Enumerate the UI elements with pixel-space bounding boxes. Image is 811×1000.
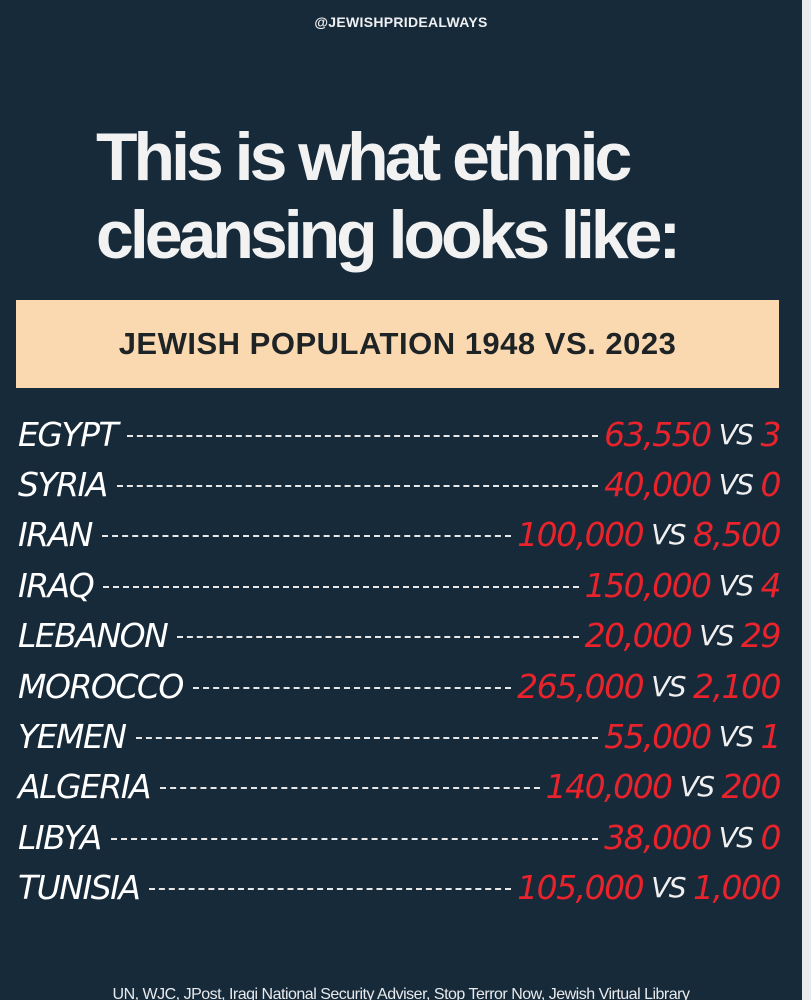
list-item: EGYPT 63,550 VS 3 <box>18 409 782 459</box>
country-name: TUNISIA <box>18 868 141 908</box>
country-name: LEBANON <box>18 616 169 656</box>
population-2023: 3 <box>760 414 782 454</box>
dashed-leader <box>127 434 599 437</box>
dashed-leader <box>160 787 540 790</box>
country-name: IRAN <box>18 515 93 555</box>
list-item: LEBANON 20,000 VS 29 <box>18 611 782 661</box>
dashed-leader <box>192 686 512 689</box>
population-2023: 0 <box>760 465 782 505</box>
headline-line-2: cleansing looks like: <box>96 197 681 273</box>
population-1948: 55,000 <box>604 717 712 757</box>
vs-label: VS <box>718 820 754 854</box>
banner-title: JEWISH POPULATION 1948 VS. 2023 <box>118 326 677 361</box>
dashed-leader <box>101 535 512 538</box>
headline-line-1: This is what ethnic <box>96 119 632 195</box>
population-1948: 150,000 <box>584 565 712 605</box>
dashed-leader <box>103 585 579 588</box>
vs-label: VS <box>718 568 754 602</box>
list-item: LIBYA 38,000 VS 0 <box>18 812 782 862</box>
dashed-leader <box>116 485 599 488</box>
population-2023: 0 <box>760 817 782 857</box>
country-name: YEMEN <box>18 717 127 757</box>
population-1948: 100,000 <box>517 515 644 555</box>
country-name: IRAQ <box>18 565 95 605</box>
list-item: IRAQ 150,000 VS 4 <box>18 560 782 610</box>
population-2023: 1 <box>760 717 782 757</box>
country-name: MOROCCO <box>18 666 184 706</box>
population-1948: 140,000 <box>545 767 673 807</box>
vs-label: VS <box>699 619 734 653</box>
dashed-leader <box>135 737 599 740</box>
title-banner: JEWISH POPULATION 1948 VS. 2023 <box>16 300 779 388</box>
vs-label: VS <box>679 770 715 804</box>
list-item: IRAN 100,000 VS 8,500 <box>18 510 781 560</box>
country-name: ALGERIA <box>18 767 152 807</box>
population-2023: 1,000 <box>693 868 781 908</box>
population-2023: 29 <box>741 616 782 656</box>
population-2023: 8,500 <box>693 515 781 555</box>
headline: This is what ethnic cleansing looks like… <box>96 118 776 274</box>
population-1948: 63,550 <box>604 414 712 454</box>
country-name: EGYPT <box>18 414 119 454</box>
page-edge <box>802 0 811 1000</box>
population-2023: 2,100 <box>693 666 781 706</box>
vs-label: VS <box>651 669 686 703</box>
sources-footer: UN, WJC, JPost, Iraqi National Security … <box>112 986 690 1000</box>
dashed-leader <box>149 888 512 891</box>
account-handle: @JEWISHPRIDEALWAYS <box>314 14 488 30</box>
list-item: TUNISIA 105,000 VS 1,000 <box>18 863 781 913</box>
vs-label: VS <box>651 518 686 552</box>
dashed-leader <box>177 636 579 639</box>
population-1948: 265,000 <box>517 666 644 706</box>
population-1948: 38,000 <box>604 817 712 857</box>
vs-label: VS <box>718 720 754 754</box>
list-item: ALGERIA 140,000 VS 200 <box>18 762 782 812</box>
country-name: SYRIA <box>18 465 108 505</box>
population-1948: 40,000 <box>604 465 712 505</box>
population-2023: 4 <box>760 565 782 605</box>
population-1948: 20,000 <box>584 616 693 656</box>
population-2023: 200 <box>721 767 782 807</box>
dashed-leader <box>110 837 599 840</box>
list-item: MOROCCO 265,000 VS 2,100 <box>18 661 781 711</box>
vs-label: VS <box>718 417 754 451</box>
country-name: LIBYA <box>18 817 102 857</box>
population-list: EGYPT 63,550 VS 3 SYRIA 40,000 VS 0 IRAN… <box>18 409 782 913</box>
list-item: YEMEN 55,000 VS 1 <box>18 711 782 761</box>
vs-label: VS <box>651 871 686 905</box>
vs-label: VS <box>718 468 754 502</box>
list-item: SYRIA 40,000 VS 0 <box>18 459 782 509</box>
population-1948: 105,000 <box>517 868 644 908</box>
